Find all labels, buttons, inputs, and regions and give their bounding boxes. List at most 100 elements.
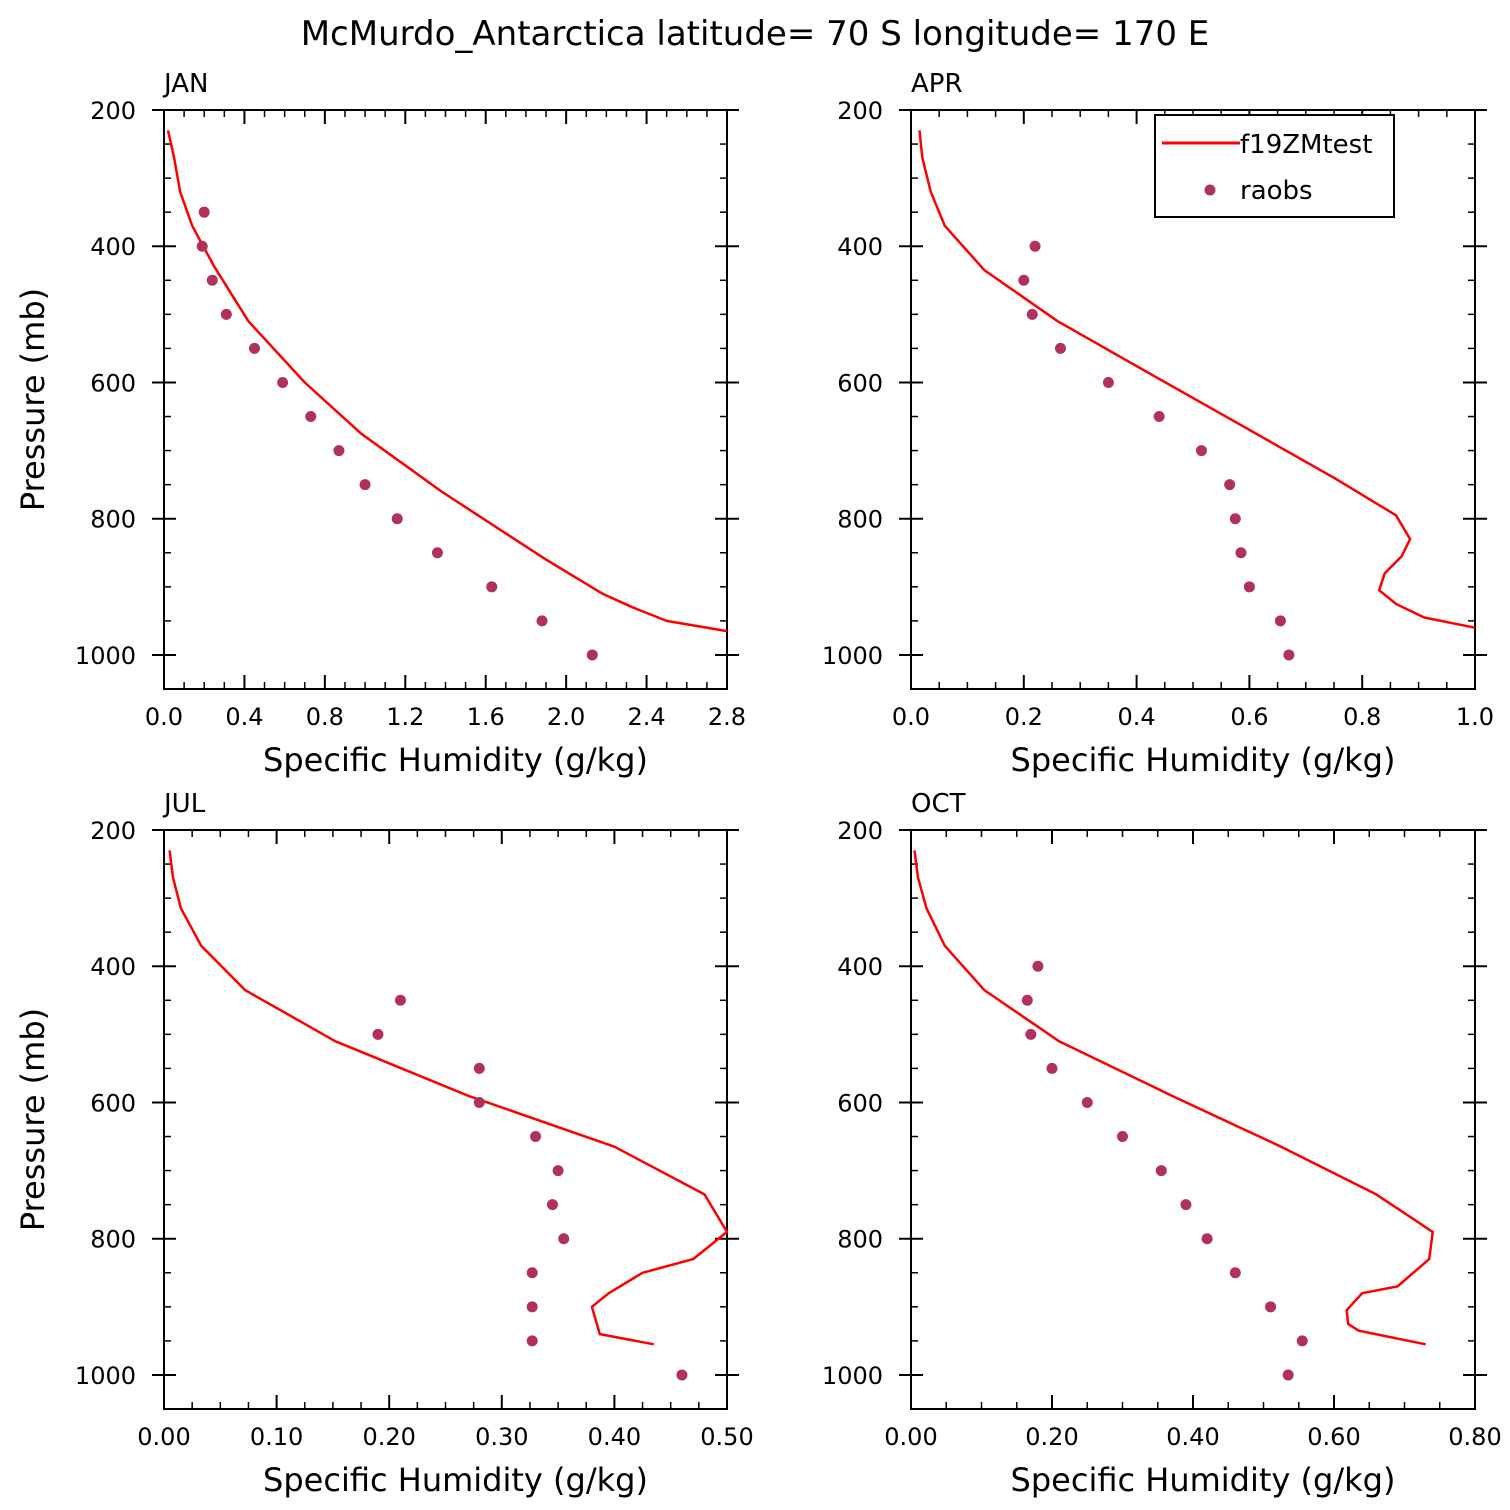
obs-point <box>206 274 218 286</box>
obs-point <box>1229 1267 1241 1279</box>
obs-point <box>1243 581 1255 593</box>
obs-point <box>546 1199 558 1211</box>
legend-box <box>1154 114 1395 218</box>
y-tick-label: 800 <box>837 506 883 534</box>
x-tick-label: 2.8 <box>708 703 746 731</box>
legend-marker-swatch <box>1204 184 1216 196</box>
y-tick-label: 400 <box>90 953 136 981</box>
x-tick-label: 0.2 <box>1005 703 1043 731</box>
x-tick-label: 0.30 <box>475 1423 528 1451</box>
x-axis-label: Specific Humidity (g/kg) <box>1011 1461 1396 1499</box>
panel-label: OCT <box>911 789 966 819</box>
obs-point <box>536 615 548 627</box>
x-tick-label: 1.2 <box>386 703 424 731</box>
x-tick-label: 0.0 <box>145 703 183 731</box>
obs-point <box>196 240 208 252</box>
x-tick-label: 0.40 <box>588 1423 641 1451</box>
obs-point <box>1032 960 1044 972</box>
obs-point <box>1054 342 1066 354</box>
x-tick-label: 1.6 <box>467 703 505 731</box>
plot-frame <box>910 829 1476 1410</box>
panels: JAN 0.0 0.4 0.8 1.2 1.6 2.0 2.4 2.8 200 400 600 800 1… <box>14 69 1502 1499</box>
obs-point <box>1282 1369 1294 1381</box>
obs-point <box>1026 308 1038 320</box>
panel-oct: OCT 0.00 0.20 0.40 0.60 0.80 200 400 600 800 1000 S… <box>822 789 1502 1499</box>
x-tick-label: 0.4 <box>1118 703 1156 731</box>
x-axis-label: Specific Humidity (g/kg) <box>1011 741 1396 779</box>
plot-frame <box>163 829 728 1410</box>
obs-point <box>198 206 210 218</box>
x-tick-label: 0.0 <box>892 703 930 731</box>
x-tick-label: 0.8 <box>306 703 344 731</box>
y-tick-label: 800 <box>837 1226 883 1254</box>
obs-point <box>473 1096 485 1108</box>
x-tick-label: 0.50 <box>700 1423 753 1451</box>
y-tick-label: 200 <box>90 97 136 125</box>
x-tick-label: 0.6 <box>1230 703 1268 731</box>
obs-point <box>277 376 289 388</box>
x-tick-label: 0.20 <box>362 1423 415 1451</box>
obs-point <box>1265 1301 1277 1313</box>
y-tick-label: 400 <box>837 233 883 261</box>
y-tick-label: 600 <box>90 369 136 397</box>
obs-point <box>394 994 406 1006</box>
obs-point <box>1117 1131 1128 1143</box>
legend: f19ZMtest raobs <box>1154 114 1395 218</box>
y-tick-label: 1000 <box>75 642 136 670</box>
x-tick-label: 0.8 <box>1343 703 1381 731</box>
panel-jan: JAN 0.0 0.4 0.8 1.2 1.6 2.0 2.4 2.8 200 400 600 800 1… <box>14 69 746 779</box>
obs-point <box>1195 445 1207 457</box>
obs-point <box>1029 240 1041 252</box>
x-tick-label: 0.20 <box>1025 1423 1078 1451</box>
panel-label: APR <box>911 69 963 99</box>
obs-point <box>676 1369 688 1381</box>
obs-point <box>1296 1335 1308 1347</box>
y-tick-label: 1000 <box>822 1362 883 1390</box>
panel-jul: JUL 0.00 0.10 0.20 0.30 0.40 0.50 200 400 600 800 1… <box>14 789 754 1499</box>
obs-point <box>558 1233 570 1245</box>
obs-point <box>372 1028 384 1040</box>
obs-point <box>552 1165 564 1177</box>
obs-point <box>1235 547 1247 559</box>
model-line-jul <box>168 850 729 1346</box>
x-tick-label: 2.0 <box>547 703 585 731</box>
y-tick-label: 200 <box>837 817 883 845</box>
x-tick-label: 0.00 <box>137 1423 190 1451</box>
x-tick-label: 0.10 <box>250 1423 303 1451</box>
obs-point <box>526 1335 538 1347</box>
chart-title: McMurdo_Antarctica latitude= 70 S longit… <box>301 14 1210 54</box>
obs-point <box>1018 274 1030 286</box>
obs-point <box>586 649 598 661</box>
legend-obs-label: raobs <box>1240 176 1313 206</box>
obs-point <box>1155 1165 1167 1177</box>
x-tick-label: 0.80 <box>1448 1423 1501 1451</box>
obs-point <box>473 1062 485 1074</box>
x-tick-label: 0.60 <box>1307 1423 1360 1451</box>
panel-apr: APR 0.0 0.2 0.4 0.6 0.8 1.0 200 400 600 800 1000 Spe… <box>822 69 1494 779</box>
obs-point <box>1229 513 1241 525</box>
model-line-jan <box>166 130 728 633</box>
obs-point <box>526 1267 538 1279</box>
y-tick-label: 1000 <box>75 1362 136 1390</box>
obs-point <box>1081 1096 1093 1108</box>
y-tick-label: 800 <box>90 506 136 534</box>
obs-point <box>305 411 317 423</box>
obs-point <box>1224 479 1236 491</box>
obs-point <box>486 581 498 593</box>
x-tick-label: 0.4 <box>225 703 263 731</box>
y-axis-label: Pressure (mb) <box>14 1008 52 1231</box>
y-tick-label: 200 <box>837 97 883 125</box>
obs-point <box>1046 1062 1058 1074</box>
obs-point <box>248 342 260 354</box>
obs-point <box>333 445 345 457</box>
obs-point <box>526 1301 538 1313</box>
y-tick-label: 600 <box>837 369 883 397</box>
x-tick-label: 0.40 <box>1166 1423 1219 1451</box>
y-tick-label: 400 <box>90 233 136 261</box>
y-tick-label: 600 <box>837 1089 883 1117</box>
plot-frame <box>163 109 728 690</box>
y-tick-label: 1000 <box>822 642 883 670</box>
obs-point <box>1274 615 1286 627</box>
obs-point <box>220 308 232 320</box>
